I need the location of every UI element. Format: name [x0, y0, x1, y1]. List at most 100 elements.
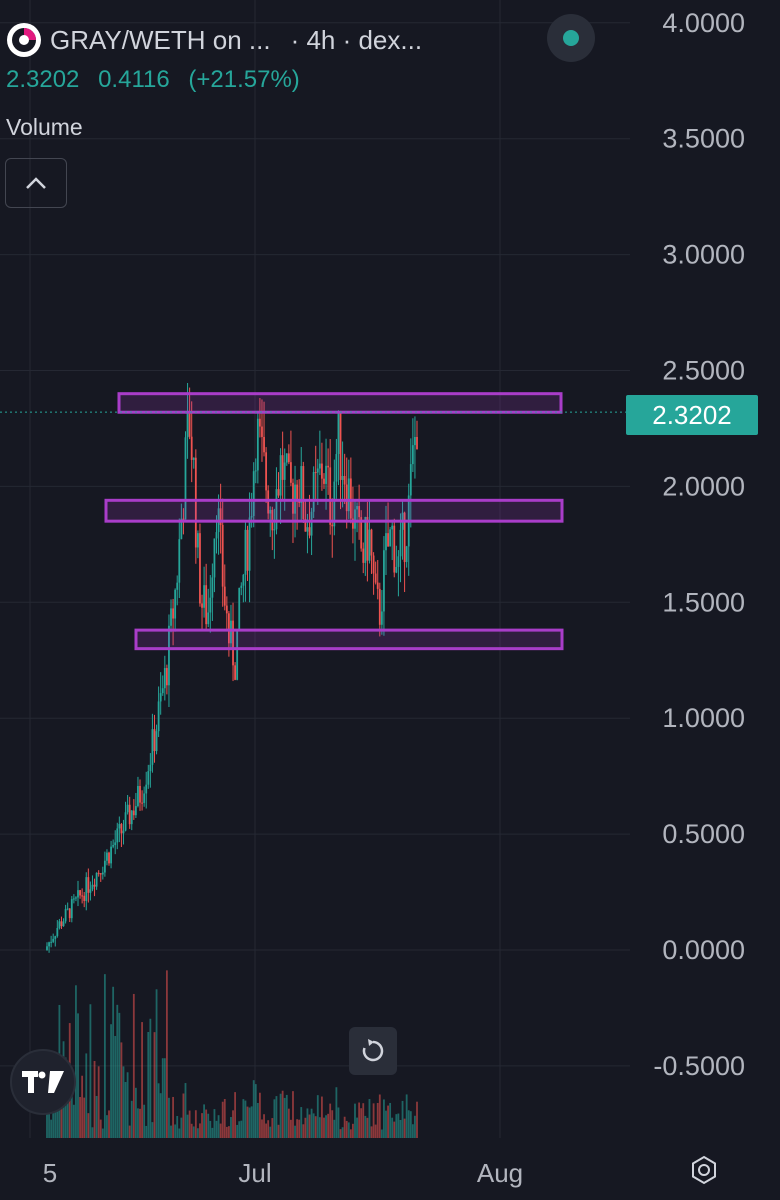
reset-chart-button[interactable] — [349, 1027, 397, 1075]
volume-bar — [87, 1113, 90, 1138]
volume-bar — [219, 1123, 222, 1138]
candle-body — [312, 472, 315, 512]
candle-body — [118, 824, 121, 829]
candle-body — [389, 529, 392, 547]
volume-bar — [265, 1123, 268, 1138]
volume-bar — [314, 1116, 317, 1138]
volume-bar — [290, 1119, 292, 1138]
candle-body — [263, 436, 265, 453]
volume-bar — [139, 1108, 141, 1138]
volume-bar — [354, 1103, 356, 1138]
volume-bar — [403, 1118, 406, 1138]
price-axis-tick: 0.5000 — [662, 819, 745, 849]
candle-body — [205, 585, 208, 625]
volume-bar — [273, 1099, 276, 1138]
volume-bar — [201, 1113, 203, 1138]
volume-bar — [66, 1101, 69, 1138]
volume-bar — [184, 1083, 187, 1138]
candle-body — [273, 529, 276, 531]
candle-body — [60, 921, 63, 927]
candle-body — [403, 512, 406, 563]
candle-body — [279, 455, 282, 496]
volume-bar — [230, 1117, 232, 1138]
candle-body — [139, 785, 141, 803]
candle-body — [349, 478, 352, 519]
candle-body — [302, 466, 305, 520]
price-axis: 4.0000 3.5000 3.0000 2.5000 2.0000 1.5000 1.00… — [653, 8, 745, 1081]
volume-bar — [411, 1124, 414, 1138]
interval-source[interactable]: · 4h · dex... — [290, 24, 423, 55]
volume-bar — [362, 1103, 365, 1138]
candle-body — [180, 518, 183, 540]
candle-body — [325, 465, 327, 484]
candle-body — [227, 613, 230, 644]
candle-body — [248, 517, 251, 571]
status-button[interactable] — [547, 14, 595, 62]
volume-bar — [389, 1102, 392, 1138]
candle-body — [391, 525, 394, 530]
volume-bar — [163, 1058, 166, 1138]
volume-bar — [211, 1127, 214, 1138]
support-resistance-zones — [104, 392, 564, 651]
candle-body — [81, 895, 84, 897]
chart-settings-button[interactable] — [684, 1150, 724, 1190]
candle-body — [409, 464, 412, 496]
candle-body — [277, 489, 280, 496]
volume-bar — [199, 1123, 201, 1138]
price-axis-tick: -0.5000 — [653, 1051, 745, 1081]
candle-body — [120, 824, 123, 834]
candle-body — [147, 771, 150, 785]
collapse-legend-button[interactable] — [5, 158, 67, 208]
candle-body — [223, 586, 226, 606]
volume-bar — [106, 1115, 108, 1138]
symbol-title[interactable]: GRAY/WETH on ... — [50, 24, 271, 55]
candle-body — [85, 877, 88, 901]
price-axis-tick: 2.0000 — [662, 471, 745, 501]
candle-body — [380, 611, 383, 625]
volume-bar — [132, 993, 135, 1138]
volume-bar — [147, 1031, 150, 1138]
tradingview-logo-button[interactable] — [10, 1049, 76, 1115]
candle-body — [256, 418, 259, 471]
volume-bar — [296, 1119, 299, 1138]
volume-bar — [75, 985, 77, 1138]
candle-body — [209, 597, 212, 613]
volume-bar — [95, 1096, 98, 1138]
volume-bar — [277, 1124, 280, 1138]
chart-header: GRAY/WETH on ... · 4h · dex... — [6, 22, 422, 58]
volume-bar — [259, 1092, 261, 1138]
candle-body — [310, 511, 313, 536]
candle-body — [203, 585, 205, 608]
volume-bar — [77, 1013, 79, 1138]
candle-body — [192, 457, 195, 460]
volume-legend[interactable]: Volume — [6, 114, 83, 140]
volume-bar — [383, 1099, 385, 1138]
candle-body — [149, 764, 152, 772]
volume-bar — [178, 1128, 181, 1138]
volume-bar — [215, 1120, 218, 1138]
volume-bar — [122, 1066, 125, 1138]
volume-bar — [345, 1120, 348, 1138]
volume-bar — [405, 1094, 408, 1138]
candle-body — [196, 533, 199, 548]
volume-bar — [151, 1122, 154, 1138]
volume-bar — [347, 1122, 350, 1138]
volume-bar — [358, 1102, 361, 1138]
volume-bar — [159, 1093, 162, 1138]
volume-bar — [331, 1110, 334, 1138]
candle-body — [165, 668, 168, 686]
volume-bar — [236, 1124, 239, 1138]
price-axis-tick: 4.0000 — [662, 8, 745, 38]
candle-body — [318, 463, 321, 469]
volume-bar — [395, 1114, 398, 1138]
chart-grid — [0, 0, 630, 1138]
volume-bar — [248, 1107, 251, 1138]
volume-bar — [244, 1100, 247, 1138]
time-axis: 5 Jul Aug — [43, 1158, 523, 1188]
candle-body — [50, 941, 53, 943]
volume-bar — [176, 1115, 179, 1138]
candle-body — [106, 852, 108, 861]
candle-body — [101, 872, 104, 875]
volume-bar — [281, 1090, 284, 1138]
